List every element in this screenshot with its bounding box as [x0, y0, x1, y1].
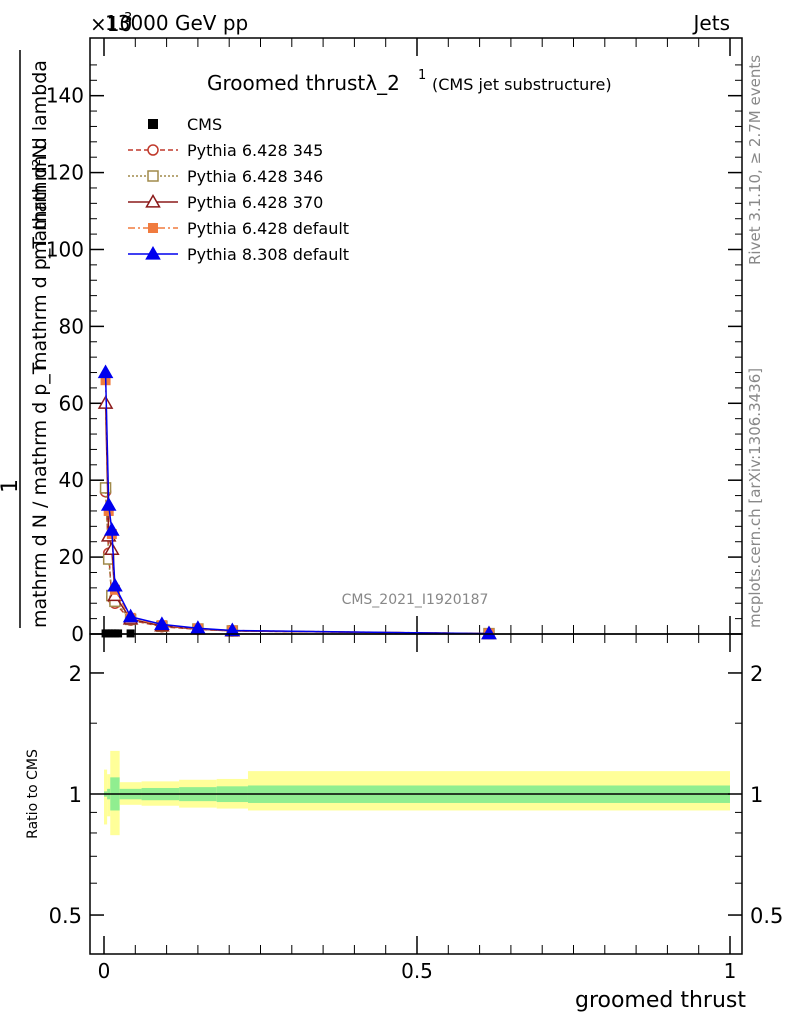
- x-axis-label: groomed thrust: [575, 988, 746, 1013]
- rivet-label: Rivet 3.1.10, ≥ 2.7M events: [746, 55, 764, 265]
- collision-label: 13000 GeV pp: [105, 11, 248, 35]
- legend-label: Pythia 8.308 default: [187, 245, 349, 264]
- exponent-base: ×10: [90, 12, 132, 36]
- ratio-x-axis: 0 0.5 1: [98, 634, 737, 983]
- xtick-label: 0: [98, 959, 111, 983]
- title-superscript: 1: [418, 68, 426, 83]
- legend-label: Pythia 6.428 345: [187, 141, 323, 160]
- legend-entry: Pythia 6.428 346: [128, 167, 323, 186]
- legend-marker: [148, 223, 158, 233]
- data-point: [104, 522, 120, 536]
- legend-marker: [147, 144, 159, 156]
- ratio-ytick-label-right: 1: [750, 783, 763, 807]
- legend-label: CMS: [187, 115, 222, 134]
- chart-title: Groomed thrustλ_2 1 (CMS jet substructur…: [207, 68, 612, 95]
- legend-label: Pythia 6.428 346: [187, 167, 323, 186]
- data-point: [99, 482, 112, 494]
- ylabel-fraction-two-denominator: mathrm d p_T mathrm d lambda: [29, 60, 51, 370]
- ratio-outer-band: [104, 769, 108, 825]
- mcplots-label: mcplots.cern.ch [arXiv:1306.3436]: [746, 368, 764, 628]
- legend-marker: [145, 193, 161, 208]
- main-x-axis-ticks: [103, 38, 731, 634]
- exponent-power: 3: [124, 11, 132, 26]
- xtick-label: 1: [724, 959, 737, 983]
- main-ytick-label: 0: [71, 622, 84, 646]
- data-point: [107, 577, 123, 592]
- data-point: [104, 541, 120, 556]
- main-ytick-label: 40: [59, 468, 84, 492]
- main-ytick-label: 80: [59, 314, 84, 338]
- xtick-label: 0.5: [401, 959, 433, 983]
- ylabel-fraction-one-denominator: mathrm d N / mathrm d p_T: [29, 362, 51, 628]
- main-series-layer: [97, 364, 497, 640]
- main-ytick-label: 60: [59, 391, 84, 415]
- series-pythia-6-428-345: [99, 485, 495, 640]
- ylabel-fraction-two-numerator: mathrm d²N: [29, 144, 51, 260]
- ratio-bands-layer: [104, 750, 731, 836]
- main-ytick-label: 140: [46, 84, 84, 108]
- legend-entry: CMS: [148, 115, 222, 134]
- main-ytick-label: 100: [46, 237, 84, 261]
- data-point: [154, 616, 170, 631]
- legend-marker: [145, 245, 161, 260]
- ylabel-fraction-one-numerator: 1: [0, 479, 23, 493]
- ratio-ytick-label: 1: [69, 783, 82, 807]
- ratio-ytick-label-right: 2: [750, 662, 763, 686]
- title-suffix: (CMS jet substructure): [432, 75, 612, 94]
- series-pythia-8-308-default: [97, 364, 497, 640]
- process-label: Jets: [692, 11, 730, 35]
- title-main: Groomed thrustλ_2: [207, 71, 400, 95]
- data-point: [224, 622, 241, 637]
- series-pythia-6-428-346: [99, 482, 495, 640]
- data-point: [481, 625, 497, 640]
- ratio-ylabel: Ratio to CMS: [25, 749, 41, 839]
- ratio-ytick-label-right: 0.5: [750, 904, 783, 928]
- ratio-ytick-label: 0.5: [49, 904, 82, 928]
- legend-entry: Pythia 6.428 370: [128, 193, 323, 212]
- legend-label: Pythia 6.428 370: [187, 193, 323, 212]
- data-point: [122, 608, 139, 623]
- legend-marker: [147, 170, 159, 182]
- legend-entry: Pythia 8.308 default: [128, 245, 349, 264]
- series-line: [104, 491, 489, 635]
- data-point: [97, 364, 114, 379]
- legend-entry: Pythia 6.428 default: [128, 219, 349, 238]
- legend-label: Pythia 6.428 default: [187, 219, 349, 238]
- legend: CMS Pythia 6.428 345 Pythia 6.428 346 Pythi…: [128, 115, 349, 264]
- data-point: [190, 620, 206, 634]
- main-ylabel: 1 mathrm d N / mathrm d p_T mathrm d²N m…: [0, 50, 51, 628]
- ratio-ytick-label: 2: [69, 662, 82, 686]
- legend-entry: Pythia 6.428 345: [128, 141, 323, 160]
- data-point: [100, 497, 117, 511]
- analysis-watermark: CMS_2021_I1920187: [342, 592, 489, 608]
- main-ytick-label: 120: [46, 161, 84, 185]
- legend-marker: [148, 119, 158, 129]
- series-line: [104, 487, 489, 635]
- main-ytick-label: 20: [59, 545, 84, 569]
- ratio-y-axis: 0.5 0.5 1 1 2 2: [49, 662, 784, 928]
